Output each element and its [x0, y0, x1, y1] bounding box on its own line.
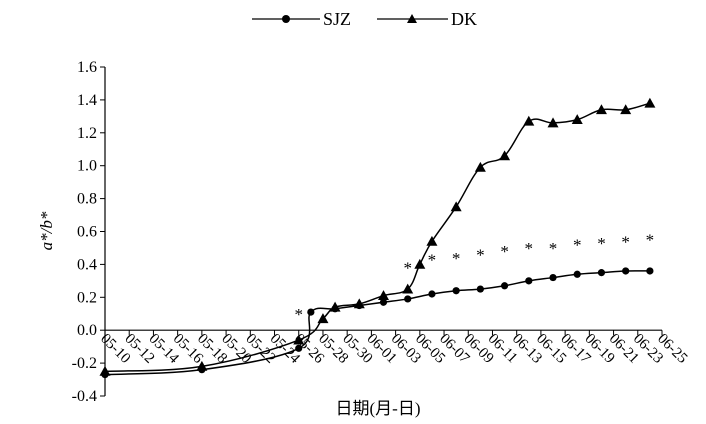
data-point-dk: [499, 150, 511, 161]
legend: SJZ DK: [252, 9, 477, 29]
data-point-dk: [547, 117, 559, 128]
data-point-dk: [99, 365, 111, 376]
significance-marker: *: [597, 234, 606, 253]
y-tick-label: 1.4: [77, 92, 97, 109]
data-point-sjz: [573, 270, 581, 278]
data-point-dk: [644, 97, 656, 108]
series-layer: [99, 97, 656, 379]
data-point-sjz: [404, 295, 412, 303]
data-point-dk: [196, 360, 208, 371]
significance-marker: *: [403, 259, 412, 278]
series-dk: [99, 97, 656, 376]
y-axis-label: a*/b*: [37, 211, 56, 250]
y-tick-label: 1.2: [77, 125, 97, 142]
data-point-sjz: [622, 267, 630, 275]
series-sjz: [101, 267, 654, 379]
significance-marker: *: [500, 242, 509, 261]
data-point-sjz: [500, 282, 509, 290]
data-point-sjz: [452, 287, 460, 295]
data-point-sjz: [428, 290, 436, 298]
data-point-dk: [402, 283, 414, 294]
significance-marker: *: [428, 250, 437, 269]
data-point-dk: [450, 201, 462, 212]
data-point-dk: [353, 298, 365, 309]
y-tick-label: 0.0: [77, 322, 97, 339]
y-tick-label: 1.6: [77, 59, 97, 76]
data-point-sjz: [549, 273, 557, 282]
significance-marker: *: [549, 239, 558, 258]
y-tick-label: 1.0: [77, 158, 97, 175]
significance-marker: *: [646, 231, 655, 250]
significance-marker: *: [525, 239, 534, 258]
data-point-sjz: [525, 277, 533, 285]
data-point-dk: [317, 313, 329, 324]
data-point-dk: [329, 301, 341, 312]
data-point-sjz: [597, 269, 606, 277]
legend-label-sjz: SJZ: [323, 9, 351, 29]
data-point-dk: [414, 258, 426, 269]
y-tick-label: 0.2: [77, 289, 97, 306]
y-axis-title: a*/b*: [37, 211, 56, 250]
data-point-dk: [571, 114, 583, 125]
data-point-sjz: [307, 308, 315, 316]
y-ticks: -0.4 -0.2 0.0 0.2 0.4 0.6 0.8 1.0 1.2 1.4 1.6: [72, 59, 105, 405]
y-tick-label: -0.4: [72, 388, 97, 405]
y-tick-label: 0.6: [77, 224, 97, 241]
y-tick-label: -0.2: [72, 355, 97, 372]
data-point-dk: [378, 290, 389, 301]
data-point-dk: [293, 334, 305, 345]
x-axis-label: 日期(月-日): [336, 399, 421, 418]
data-point-dk: [426, 235, 438, 246]
data-point-dk: [523, 115, 535, 126]
data-point-sjz: [295, 344, 303, 352]
data-point-dk: [474, 161, 486, 172]
significance-marker: *: [452, 249, 461, 268]
data-point-sjz: [379, 298, 388, 306]
y-tick-label: 0.8: [77, 191, 97, 208]
x-ticks: 05-1005-1205-1405-1605-1805-2005-2205-24…: [97, 330, 690, 367]
series-line-sjz: [104, 270, 650, 376]
data-point-sjz: [646, 267, 654, 275]
significance-marker: *: [621, 232, 630, 251]
significance-marker: *: [476, 246, 485, 265]
data-point-dk: [595, 104, 607, 115]
significance-marker: *: [573, 236, 582, 255]
annotations: * * * * * * * * * * * *: [294, 231, 654, 324]
data-point-sjz: [476, 285, 484, 293]
legend-marker-dk: [407, 14, 417, 23]
significance-marker: *: [294, 305, 303, 324]
legend-marker-sjz: [282, 15, 290, 23]
y-tick-label: 0.4: [77, 256, 97, 273]
data-point-dk: [620, 104, 632, 115]
legend-label-dk: DK: [451, 9, 477, 29]
